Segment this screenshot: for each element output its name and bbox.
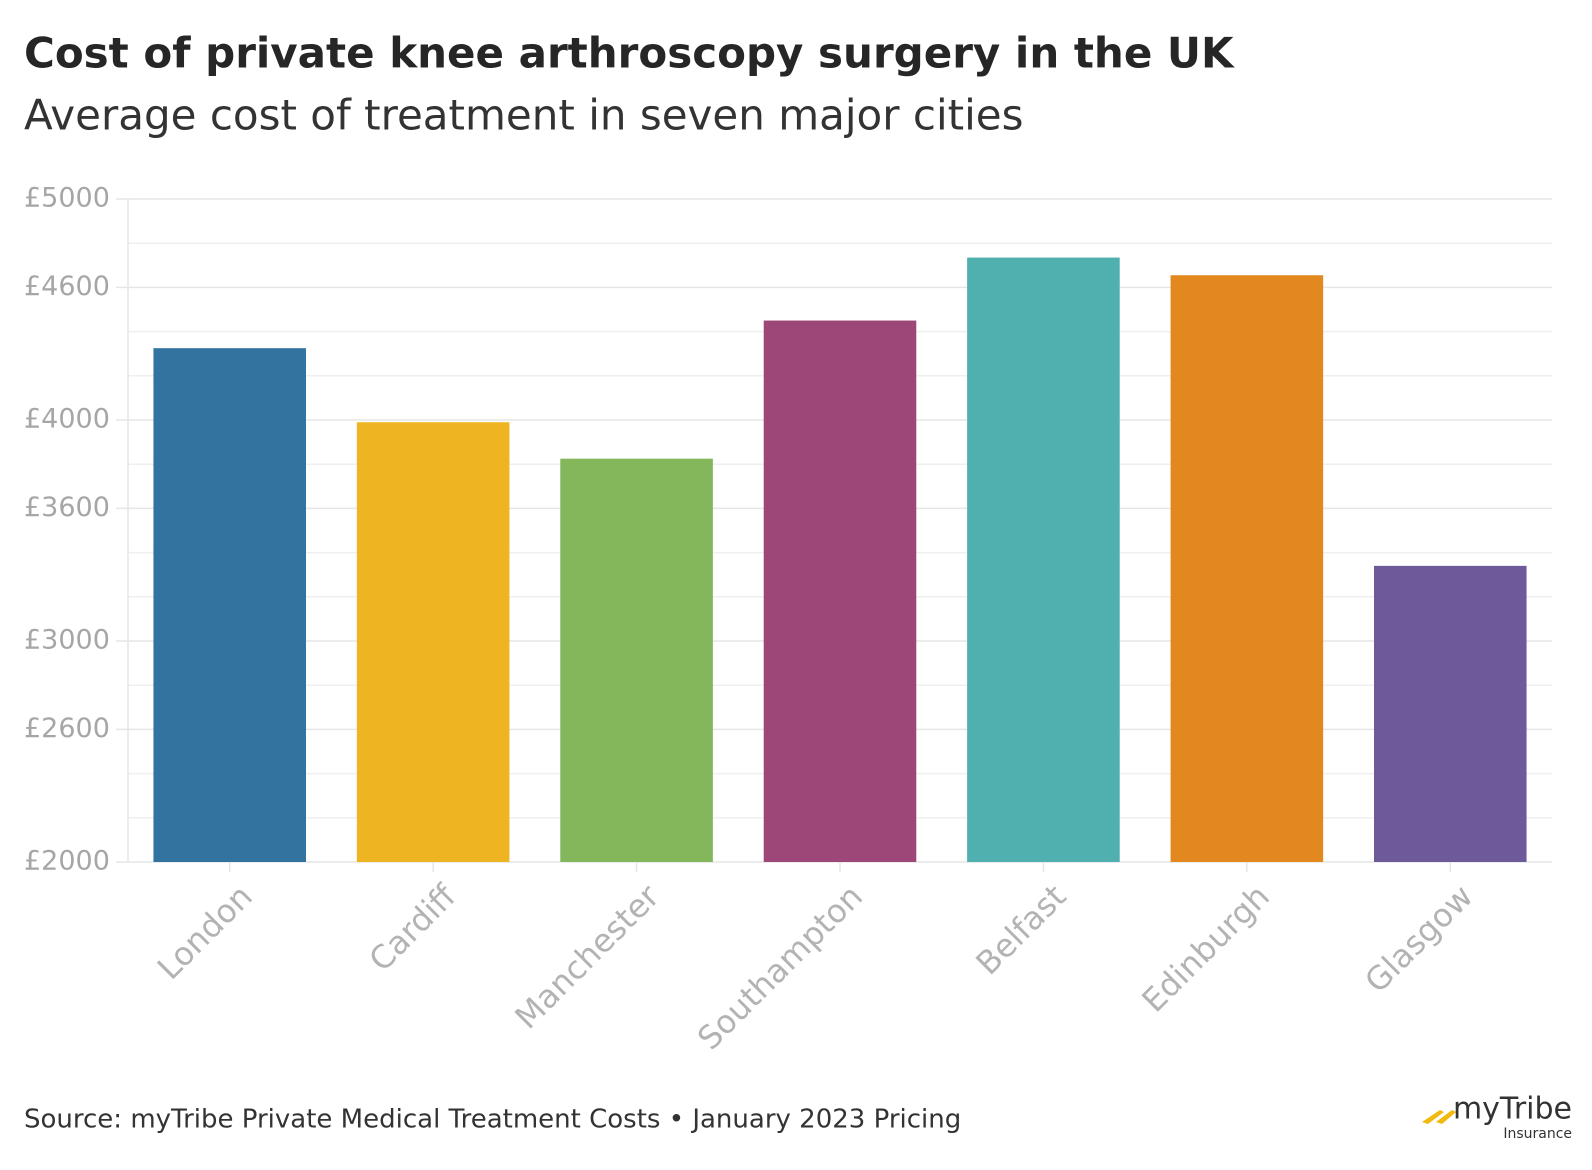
bar	[153, 348, 306, 862]
y-tick-label: £3600	[24, 492, 110, 523]
x-tick-label: London	[150, 877, 260, 987]
logo-mark	[1422, 1110, 1456, 1124]
bar	[1170, 275, 1324, 862]
y-tick-label: £2600	[24, 713, 110, 744]
y-tick-label: £3000	[24, 625, 110, 656]
x-tick-label: Manchester	[507, 877, 667, 1037]
y-tick-label: £2000	[24, 846, 110, 877]
y-tick-label: £5000	[24, 183, 110, 214]
bar	[560, 458, 713, 862]
bar	[1374, 565, 1527, 862]
x-tick-label: Cardiff	[361, 876, 463, 978]
y-tick-label: £4000	[24, 404, 110, 435]
x-tick-label: Edinburgh	[1134, 877, 1276, 1019]
bar	[967, 257, 1120, 862]
source-note: Source: myTribe Private Medical Treatmen…	[24, 1105, 961, 1135]
chart-subtitle: Average cost of treatment in seven major…	[24, 91, 1023, 140]
chart-title: Cost of private knee arthroscopy surgery…	[24, 29, 1235, 78]
x-tick-label: Glasgow	[1357, 877, 1480, 1000]
y-tick-label: £4600	[24, 271, 110, 302]
logo-sub: Insurance	[1503, 1126, 1572, 1142]
bar	[356, 422, 510, 862]
logo-name: myTribe	[1453, 1092, 1572, 1127]
bar	[763, 320, 917, 862]
x-tick-label: Southampton	[690, 877, 870, 1057]
x-tick-label: Belfast	[968, 877, 1073, 982]
